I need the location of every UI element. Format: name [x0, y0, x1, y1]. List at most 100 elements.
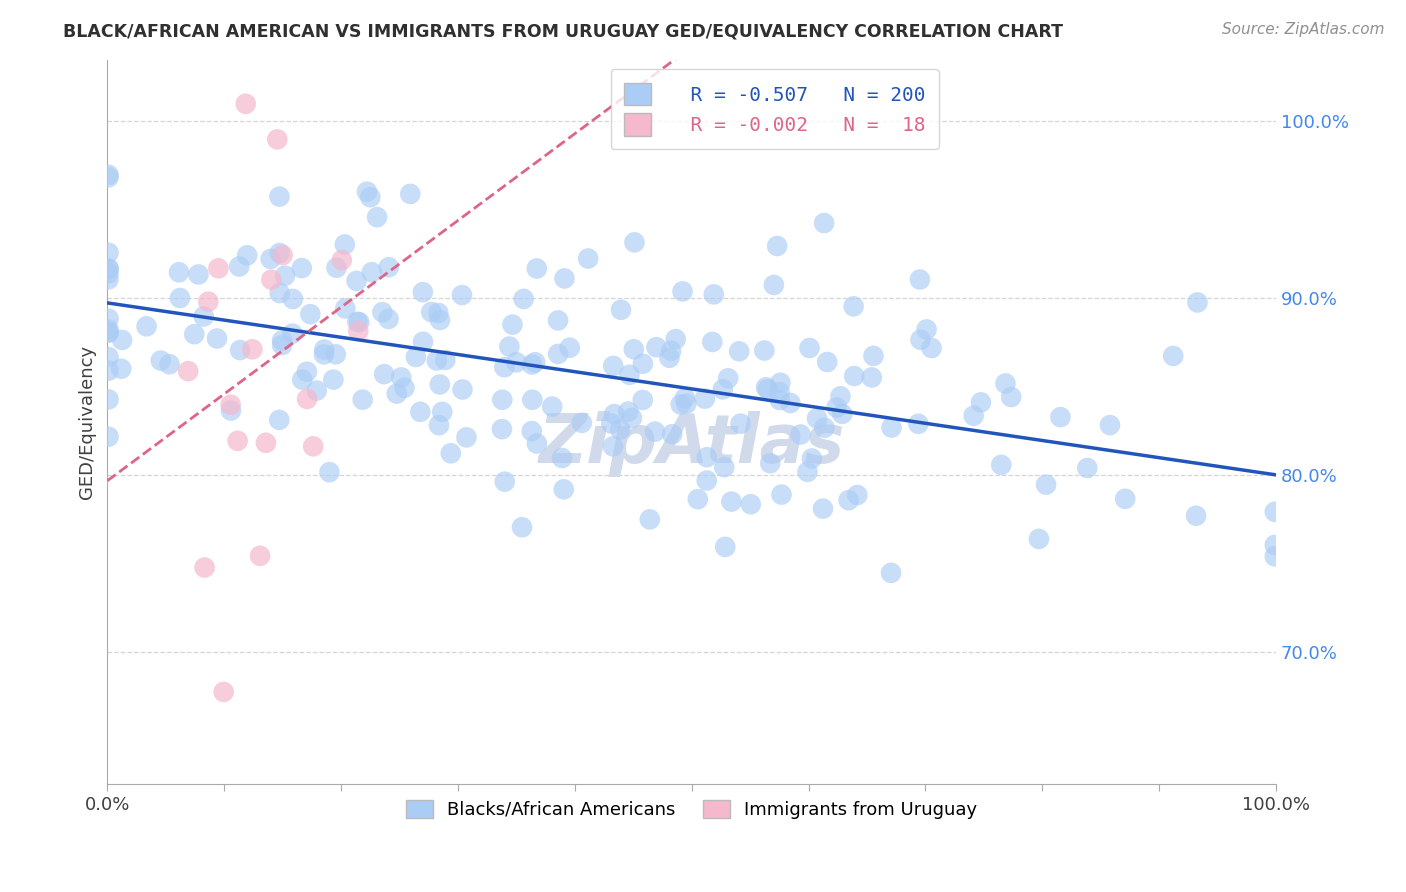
Point [333, 237, 356, 252]
Point [312, 347, 335, 361]
Point [842, 299, 865, 313]
Point [405, 350, 427, 364]
Point [717, 371, 740, 385]
Point [510, 520, 533, 534]
Point [1264, 549, 1286, 564]
Point [207, 261, 229, 276]
Point [295, 392, 318, 406]
Point [811, 501, 834, 516]
Point [97, 266, 120, 280]
Point [1000, 390, 1022, 404]
Point [159, 357, 181, 371]
Point [427, 418, 450, 433]
Point [553, 483, 575, 497]
Point [838, 493, 860, 508]
Y-axis label: GED/Equivalency: GED/Equivalency [79, 345, 96, 500]
Point [346, 315, 368, 329]
Point [669, 397, 692, 411]
Point [714, 540, 737, 554]
Point [644, 425, 666, 439]
Point [97, 261, 120, 276]
Point [269, 189, 291, 203]
Point [815, 355, 838, 369]
Point [696, 450, 718, 465]
Point [177, 364, 200, 378]
Point [389, 370, 412, 384]
Point [844, 369, 866, 384]
Point [378, 260, 401, 275]
Point [149, 353, 172, 368]
Point [491, 422, 513, 436]
Point [553, 271, 575, 285]
Point [617, 404, 640, 418]
Point [269, 413, 291, 427]
Point [728, 344, 751, 359]
Point [547, 313, 569, 327]
Point [576, 252, 599, 266]
Point [602, 439, 624, 453]
Point [366, 210, 388, 224]
Point [494, 475, 516, 489]
Point [551, 450, 574, 465]
Point [271, 248, 294, 262]
Point [212, 685, 235, 699]
Point [440, 446, 463, 460]
Point [512, 292, 534, 306]
Point [451, 288, 474, 302]
Point [371, 305, 394, 319]
Point [623, 235, 645, 250]
Point [97, 326, 120, 340]
Point [429, 377, 451, 392]
Point [631, 392, 654, 407]
Point [97, 322, 120, 336]
Point [295, 365, 318, 379]
Point [813, 420, 835, 434]
Point [97, 245, 120, 260]
Point [830, 389, 852, 403]
Point [194, 560, 217, 574]
Point [862, 349, 884, 363]
Point [318, 465, 340, 479]
Point [325, 347, 347, 361]
Point [349, 315, 371, 329]
Point [1076, 461, 1098, 475]
Point [520, 424, 543, 438]
Point [990, 458, 1012, 472]
Point [281, 292, 304, 306]
Point [240, 343, 263, 357]
Point [228, 260, 250, 274]
Point [602, 359, 624, 373]
Point [547, 347, 569, 361]
Point [97, 350, 120, 364]
Point [302, 439, 325, 453]
Point [908, 272, 931, 286]
Point [799, 341, 821, 355]
Point [659, 343, 682, 358]
Point [432, 405, 454, 419]
Point [1049, 410, 1071, 425]
Point [1098, 418, 1121, 433]
Point [274, 268, 297, 283]
Point [806, 411, 828, 425]
Point [183, 327, 205, 342]
Text: Source: ZipAtlas.com: Source: ZipAtlas.com [1222, 22, 1385, 37]
Point [610, 302, 633, 317]
Point [658, 351, 681, 365]
Point [427, 306, 450, 320]
Point [325, 260, 347, 275]
Point [720, 494, 742, 508]
Point [254, 435, 277, 450]
Point [249, 549, 271, 563]
Point [305, 384, 328, 398]
Point [97, 364, 120, 378]
Point [197, 294, 219, 309]
Point [713, 460, 735, 475]
Point [970, 395, 993, 409]
Point [97, 261, 120, 276]
Point [711, 383, 734, 397]
Point [412, 285, 434, 300]
Point [187, 268, 209, 282]
Point [696, 474, 718, 488]
Point [907, 417, 929, 431]
Point [271, 334, 294, 348]
